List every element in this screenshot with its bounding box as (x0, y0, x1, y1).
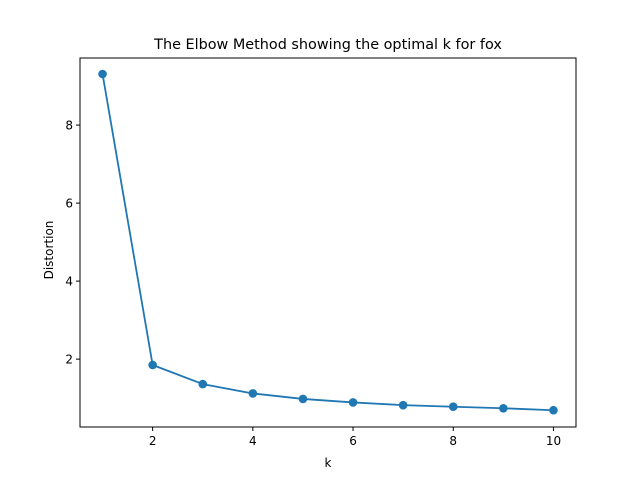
data-point (248, 389, 258, 398)
data-point (448, 402, 458, 412)
y-tick-label: 2 (65, 353, 73, 367)
data-point (348, 398, 358, 407)
series-line (101, 73, 555, 412)
data-point (499, 403, 508, 413)
chart-title: The Elbow Method showing the optimal k f… (153, 37, 502, 53)
x-tick-label: 6 (349, 434, 357, 448)
data-point (98, 69, 107, 79)
data-point (398, 400, 408, 410)
y-axis-label: Distortion (42, 221, 56, 280)
x-axis-label: k (325, 456, 332, 470)
x-tick-label: 4 (249, 434, 257, 448)
y-tick-label: 4 (65, 275, 73, 289)
y-tick-label: 8 (65, 119, 73, 133)
data-point (148, 360, 157, 370)
x-tick-label: 10 (546, 434, 561, 448)
data-point (549, 405, 558, 415)
data-point (298, 394, 308, 404)
plot-area (98, 69, 558, 415)
x-tick-label: 2 (149, 434, 157, 448)
y-tick-label: 6 (65, 197, 73, 211)
axes-frame (79, 57, 577, 428)
axes: 2 4 6 8 10 2 4 6 8 (65, 57, 577, 448)
x-tick-label: 8 (449, 434, 457, 448)
data-point (198, 379, 208, 389)
